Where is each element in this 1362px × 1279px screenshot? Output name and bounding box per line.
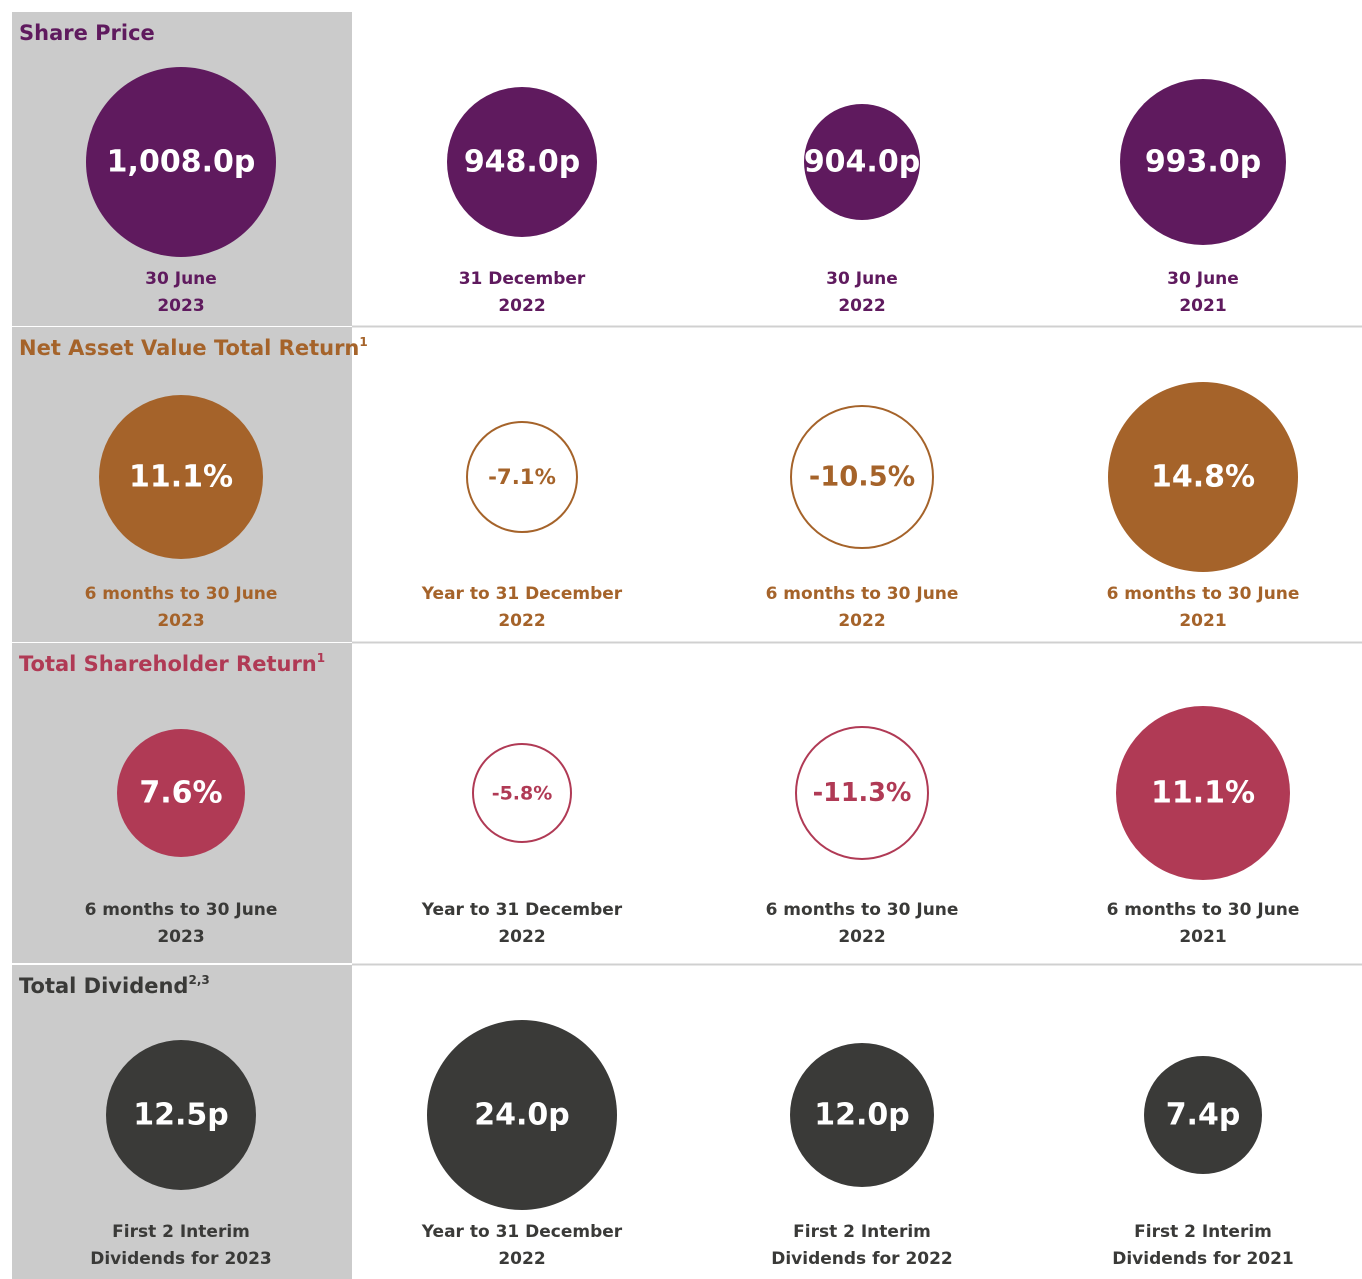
section-title: Total Dividend2,3 [19, 973, 210, 999]
period-label: 6 months to 30 June [85, 900, 278, 920]
value-label: 904.0p [804, 145, 920, 180]
value-circle [472, 743, 572, 843]
period-label: 2022 [498, 296, 545, 316]
value-label: -11.3% [813, 778, 912, 808]
value-circle [117, 729, 245, 857]
value-label: -5.8% [492, 783, 553, 805]
value-circle [427, 1020, 617, 1210]
period-label: 6 months to 30 June [1107, 584, 1300, 604]
value-circle [99, 395, 263, 559]
value-label: 11.1% [129, 460, 233, 495]
period-label: 2023 [157, 927, 204, 947]
section-title: Total Shareholder Return1 [19, 651, 325, 677]
period-label: Year to 31 December [421, 584, 623, 604]
period-label: 30 June [145, 269, 217, 289]
period-label: 2023 [157, 296, 204, 316]
value-label: -7.1% [488, 465, 556, 490]
value-label: 12.5p [133, 1098, 229, 1133]
period-label: 2022 [498, 611, 545, 631]
value-circle [86, 67, 276, 257]
value-label: 1,008.0p [107, 145, 256, 180]
period-label: 2022 [498, 927, 545, 947]
section-title-text: Total Shareholder Return [19, 652, 317, 676]
value-circle [790, 1043, 934, 1187]
period-label: 31 December [459, 269, 586, 289]
value-circle [795, 726, 929, 860]
period-label: 30 June [826, 269, 898, 289]
period-label: 2023 [157, 611, 204, 631]
period-label: 2022 [498, 1249, 545, 1269]
value-circle [1108, 382, 1298, 572]
value-circle [804, 104, 920, 220]
value-label: 24.0p [474, 1098, 570, 1133]
value-circle [790, 405, 934, 549]
value-circle [1144, 1056, 1262, 1174]
period-label: 2021 [1179, 611, 1226, 631]
value-label: 11.1% [1151, 776, 1255, 811]
period-label: Dividends for 2021 [1112, 1249, 1294, 1269]
period-label: 6 months to 30 June [766, 900, 959, 920]
period-label: First 2 Interim [1134, 1222, 1272, 1242]
value-circle [447, 87, 597, 237]
footnote-ref: 1 [317, 651, 325, 665]
value-circle [106, 1040, 256, 1190]
value-label: 993.0p [1145, 145, 1261, 180]
period-label: First 2 Interim [793, 1222, 931, 1242]
period-label: First 2 Interim [112, 1222, 250, 1242]
value-circle [466, 421, 578, 533]
section-title: Net Asset Value Total Return1 [19, 335, 368, 361]
section-title-text: Net Asset Value Total Return [19, 336, 359, 360]
period-label: Year to 31 December [421, 1222, 623, 1242]
period-label: 2021 [1179, 296, 1226, 316]
footnote-ref: 1 [359, 335, 367, 349]
value-label: 948.0p [464, 145, 580, 180]
period-label: Year to 31 December [421, 900, 623, 920]
value-label: 7.6% [139, 776, 222, 811]
period-label: 2022 [838, 296, 885, 316]
value-label: 7.4p [1166, 1098, 1241, 1133]
period-label: Dividends for 2023 [90, 1249, 272, 1269]
value-label: -10.5% [809, 462, 915, 493]
period-label: Dividends for 2022 [771, 1249, 953, 1269]
section-title-text: Share Price [19, 21, 155, 45]
value-circle [1120, 79, 1286, 245]
period-label: 6 months to 30 June [85, 584, 278, 604]
footnote-ref: 2,3 [188, 973, 209, 987]
period-label: 2021 [1179, 927, 1226, 947]
period-label: 2022 [838, 611, 885, 631]
value-label: 12.0p [814, 1098, 910, 1133]
period-label: 6 months to 30 June [766, 584, 959, 604]
period-label: 2022 [838, 927, 885, 947]
value-label: 14.8% [1151, 460, 1255, 495]
period-label: 30 June [1167, 269, 1239, 289]
value-circle [1116, 706, 1290, 880]
section-title: Share Price [19, 21, 155, 45]
section-title-text: Total Dividend [19, 974, 188, 998]
period-label: 6 months to 30 June [1107, 900, 1300, 920]
